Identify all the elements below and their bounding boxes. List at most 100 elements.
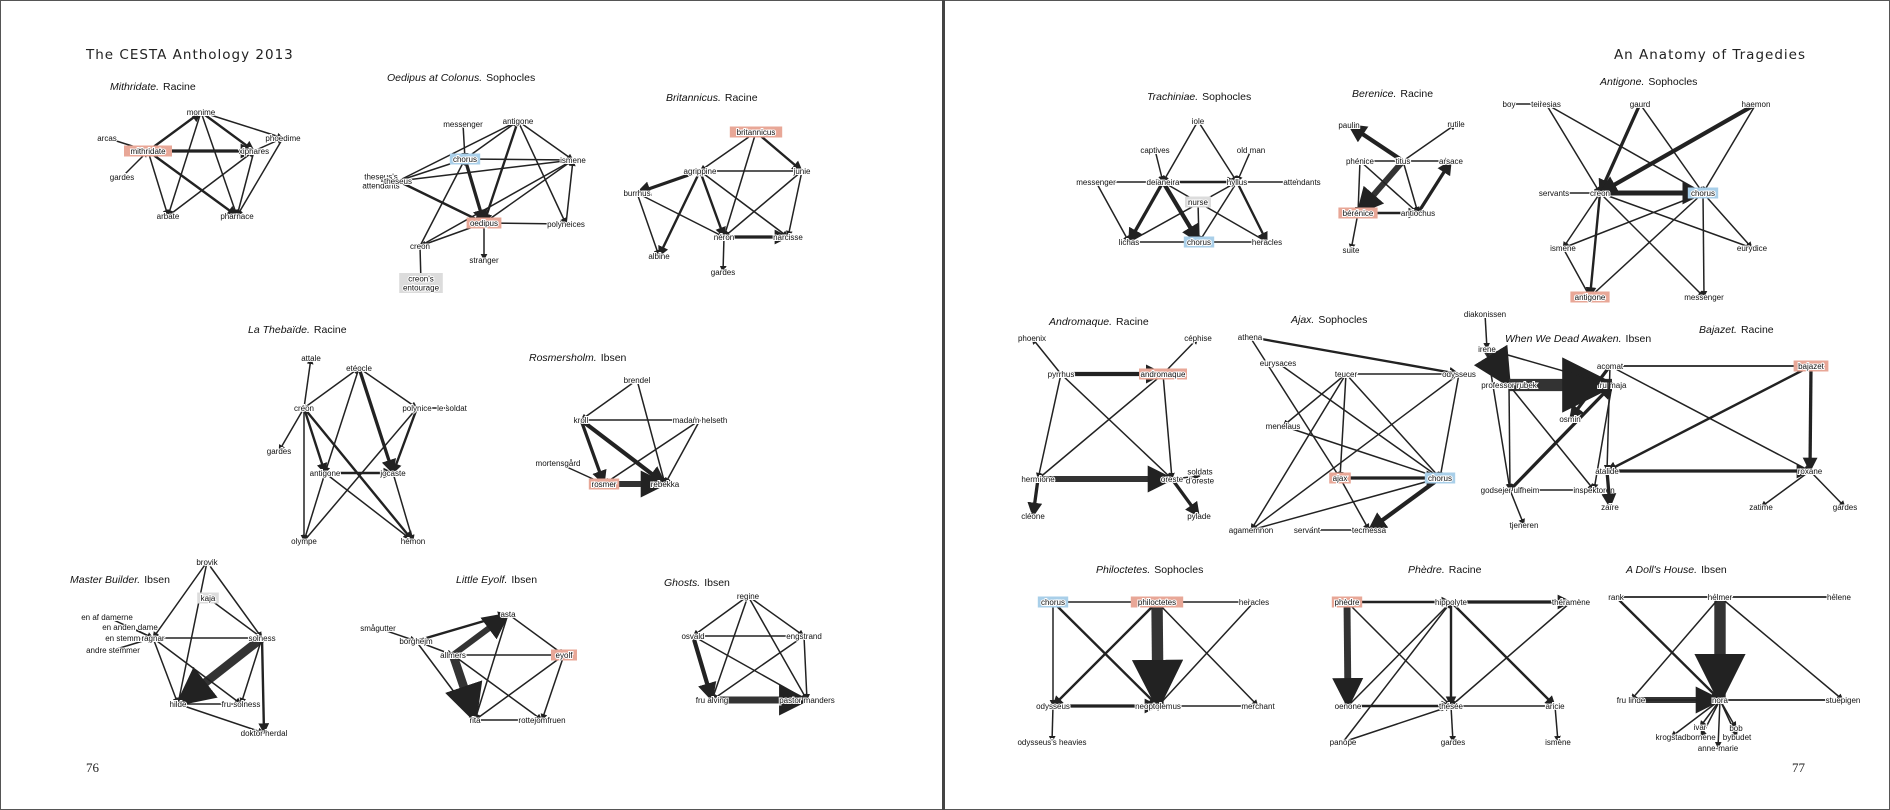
node-label: brendel [624, 376, 651, 385]
edge-11 [392, 472, 415, 542]
node-label: cléone [1021, 512, 1045, 521]
edge-7 [711, 635, 805, 701]
edge-6 [1250, 373, 1460, 531]
edge-13 [253, 137, 284, 152]
node-label: odysseus's heavies [1017, 738, 1086, 747]
network-title: Andromaque. Racine [1048, 316, 1149, 328]
edge-10 [1250, 477, 1441, 532]
node-label: antigone [310, 469, 341, 478]
edge-10 [177, 703, 265, 735]
edge-4 [1345, 373, 1441, 479]
edge-4 [1450, 601, 1556, 707]
right-page-number: 77 [1792, 760, 1805, 775]
edge-9 [1699, 699, 1721, 728]
nodes: rank helmer helene fru linde nora stuepigen kr… [1607, 592, 1861, 754]
edge-7 [1719, 596, 1844, 701]
node-label: albine [648, 252, 670, 261]
edge-19 [517, 120, 567, 225]
edge-5 [1402, 160, 1420, 214]
network-title: Philoctetes. Sophocles [1096, 564, 1203, 576]
node-label: oreste [1161, 475, 1184, 484]
network-title: La Thebaïde. Racine [248, 324, 347, 336]
edge-11 [1342, 704, 1452, 743]
node-label: creon's entourage [403, 275, 440, 293]
node-label: céphise [1184, 334, 1212, 343]
edge-8 [1760, 470, 1811, 508]
edge-5 [699, 170, 789, 238]
node-label: allmers [440, 651, 466, 660]
node-label: attendants [1283, 178, 1320, 187]
node-label: rebekka [651, 480, 680, 489]
node-label: chorus [1691, 189, 1715, 198]
node-label: tjeneren [1510, 521, 1539, 530]
edge-13 [1195, 201, 1203, 243]
node-label: pyrrhus [1048, 370, 1075, 379]
node-label: bajazet [1798, 362, 1825, 371]
nodes: britannicus agrippine burrhus junie albine né… [622, 126, 812, 278]
network-title: Rosmersholm. Ibsen [529, 352, 627, 364]
node-label: helmer [1708, 593, 1733, 602]
edge-2 [415, 640, 454, 657]
node-label: le soldat [437, 404, 468, 413]
network-2: Britannicus. Racine britannicus agrippine bu… [622, 92, 812, 278]
edge-0 [303, 357, 314, 409]
nodes: attale etéocle créon polynice le soldat garde… [266, 353, 469, 547]
edge-3 [1615, 596, 1721, 701]
network-title: When We Dead Awaken. Ibsen [1505, 333, 1651, 345]
network-17: A Doll's House. Ibsen rank helmer helene fru … [1607, 564, 1861, 754]
edge-8 [636, 379, 667, 485]
node-label: oenone [1335, 702, 1362, 711]
edge-10 [1486, 348, 1613, 387]
node-label: chorus [453, 155, 477, 164]
edge-2 [1545, 103, 1704, 194]
node-label: andromaque [1141, 370, 1186, 379]
node-label: bornene [1686, 733, 1716, 742]
node-label: borghejm [399, 637, 433, 646]
node-label: odysseus [1036, 702, 1070, 711]
edge-11 [1599, 192, 1705, 298]
edge-9 [723, 170, 803, 238]
edge-6 [1235, 181, 1269, 243]
node-label: pastor manders [779, 696, 835, 705]
node-label: ismène [1545, 738, 1571, 747]
nodes: diakonissen irene professor rubek fru maja g… [1463, 309, 1628, 531]
node-label: stuepigen [1826, 696, 1861, 705]
node-label: hyllus [1227, 178, 1247, 187]
edge-14 [1589, 192, 1704, 298]
node-label: arsace [1439, 157, 1464, 166]
edge-6 [358, 367, 418, 409]
edges [1027, 337, 1201, 518]
edge-4 [357, 367, 396, 475]
node-label: deianeira [1147, 178, 1180, 187]
book-spine [942, 0, 945, 810]
network-title: Antigone. Sophocles [1599, 76, 1697, 88]
edge-0 [580, 379, 638, 421]
edge-7 [507, 613, 565, 656]
nodes: paulin rutile phénice titus arsace bérénice an… [1337, 119, 1466, 256]
edge-13 [517, 120, 574, 161]
edge-6 [483, 159, 574, 224]
node-label: etéocle [346, 364, 372, 373]
node-label: polynice [402, 404, 432, 413]
node-highlight-protagonist [466, 217, 502, 229]
node-label: ragnar [141, 634, 164, 643]
node-label: pharnace [220, 212, 254, 221]
edge-4 [200, 111, 284, 140]
edge-9 [1449, 705, 1457, 743]
edge-2 [579, 419, 607, 486]
node-label: old man [1237, 146, 1265, 155]
edges [690, 595, 811, 716]
edge-4 [463, 158, 488, 225]
edge-4 [1506, 384, 1514, 491]
node-label: rita [469, 716, 481, 725]
edge-11 [236, 137, 284, 217]
network-12: Ajax. Sophocles athena eurysaces teucer odyss… [1228, 314, 1477, 536]
nodes: phèdre hippolyte théramène oenone thésée aric… [1329, 596, 1592, 748]
node-label: inspektoren [1573, 486, 1614, 495]
network-5: Master Builder. Ibsen brovik kaja en af dame… [70, 557, 289, 739]
edge-7 [636, 192, 661, 257]
edge-15 [1562, 247, 1591, 298]
node-label: ismene [1550, 244, 1576, 253]
